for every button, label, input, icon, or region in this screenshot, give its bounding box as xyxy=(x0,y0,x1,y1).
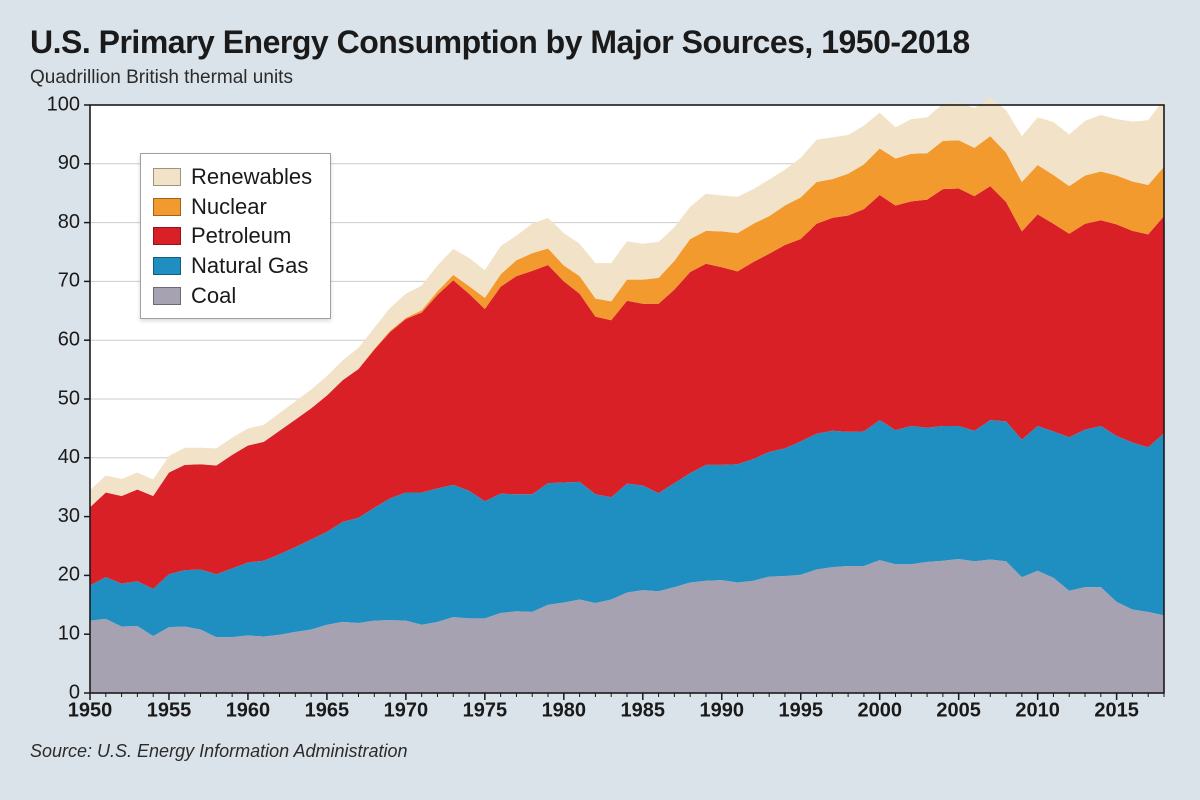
svg-text:2000: 2000 xyxy=(857,700,902,722)
svg-text:40: 40 xyxy=(58,446,80,468)
chart-title: U.S. Primary Energy Consumption by Major… xyxy=(30,24,1170,61)
legend-swatch xyxy=(153,198,181,216)
svg-text:1995: 1995 xyxy=(778,700,823,722)
chart-container: 0102030405060708090100195019551960196519… xyxy=(30,93,1170,733)
svg-text:1980: 1980 xyxy=(542,700,587,722)
legend-label: Petroleum xyxy=(191,221,291,251)
legend-label: Coal xyxy=(191,281,236,311)
svg-text:1950: 1950 xyxy=(68,700,113,722)
svg-text:1985: 1985 xyxy=(621,700,666,722)
svg-text:60: 60 xyxy=(58,328,80,350)
svg-text:1965: 1965 xyxy=(305,700,350,722)
legend-label: Nuclear xyxy=(191,192,267,222)
legend-label: Renewables xyxy=(191,162,312,192)
svg-text:1970: 1970 xyxy=(384,700,429,722)
svg-text:2010: 2010 xyxy=(1015,700,1060,722)
legend-swatch xyxy=(153,168,181,186)
legend-swatch xyxy=(153,257,181,275)
svg-text:2005: 2005 xyxy=(936,700,981,722)
legend-swatch xyxy=(153,287,181,305)
svg-text:50: 50 xyxy=(58,387,80,409)
chart-subtitle: Quadrillion British thermal units xyxy=(30,67,1170,89)
svg-text:70: 70 xyxy=(58,270,80,292)
page: U.S. Primary Energy Consumption by Major… xyxy=(0,0,1200,800)
svg-text:30: 30 xyxy=(58,505,80,527)
legend-label: Natural Gas xyxy=(191,251,308,281)
svg-text:2015: 2015 xyxy=(1094,700,1139,722)
svg-text:100: 100 xyxy=(47,93,80,115)
svg-text:1975: 1975 xyxy=(463,700,508,722)
source-attribution: Source: U.S. Energy Information Administ… xyxy=(30,741,1170,762)
legend-row-petroleum: Petroleum xyxy=(153,221,312,251)
svg-text:1955: 1955 xyxy=(147,700,192,722)
svg-text:90: 90 xyxy=(58,152,80,174)
svg-text:1960: 1960 xyxy=(226,700,271,722)
legend-swatch xyxy=(153,227,181,245)
legend-row-nuclear: Nuclear xyxy=(153,192,312,222)
svg-text:80: 80 xyxy=(58,211,80,233)
legend: RenewablesNuclearPetroleumNatural GasCoa… xyxy=(140,153,331,319)
legend-row-renewables: Renewables xyxy=(153,162,312,192)
legend-row-coal: Coal xyxy=(153,281,312,311)
svg-text:20: 20 xyxy=(58,564,80,586)
svg-text:1990: 1990 xyxy=(700,700,745,722)
legend-row-natural-gas: Natural Gas xyxy=(153,251,312,281)
svg-text:10: 10 xyxy=(58,622,80,644)
